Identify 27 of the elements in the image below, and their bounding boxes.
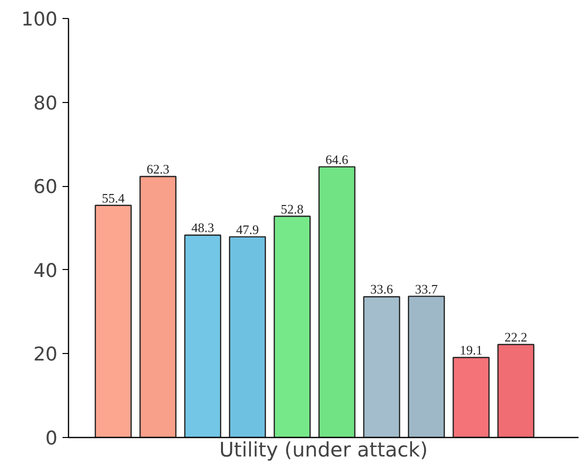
y-tick-label: 40 [33, 260, 58, 282]
data-label: 64.6 [326, 152, 349, 167]
y-tick-label: 0 [45, 428, 58, 450]
data-label: 55.4 [102, 190, 126, 206]
data-label: 33.7 [415, 281, 438, 296]
data-label: 62.3 [146, 161, 170, 176]
bar [452, 356, 490, 438]
data-label: 19.1 [460, 342, 483, 358]
data-label: 22.2 [504, 329, 528, 344]
bar [408, 296, 445, 438]
y-tick-label: 100 [21, 8, 58, 30]
bar [318, 166, 356, 438]
data-label: 47.9 [236, 222, 259, 237]
bar [497, 344, 534, 438]
y-tick-label: 20 [33, 344, 58, 366]
x-axis-title: Utility (under attack) [219, 438, 428, 462]
data-label: 48.3 [191, 220, 214, 236]
bar [228, 236, 266, 438]
bar [94, 204, 132, 438]
data-label: 52.8 [280, 201, 304, 216]
bar [184, 234, 222, 438]
y-tick-label: 60 [33, 176, 58, 198]
data-label: 33.6 [370, 282, 394, 297]
bar [139, 176, 176, 438]
y-tick-label: 80 [33, 92, 58, 114]
bar [274, 216, 311, 438]
bar [363, 296, 400, 438]
